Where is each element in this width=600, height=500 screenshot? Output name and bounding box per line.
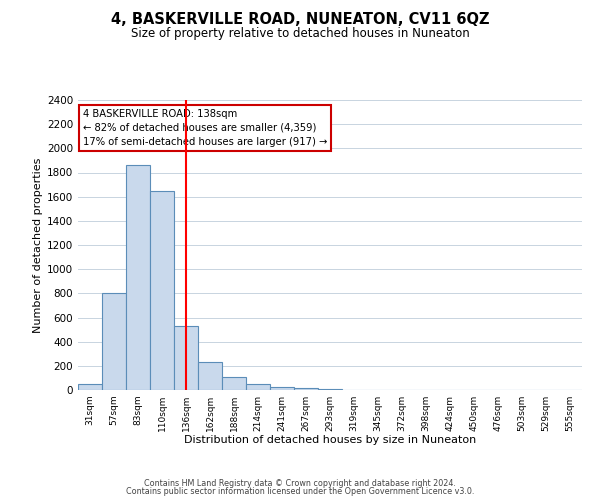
X-axis label: Distribution of detached houses by size in Nuneaton: Distribution of detached houses by size … <box>184 436 476 446</box>
Bar <box>294 388 318 390</box>
Text: Contains public sector information licensed under the Open Government Licence v3: Contains public sector information licen… <box>126 487 474 496</box>
Text: Size of property relative to detached houses in Nuneaton: Size of property relative to detached ho… <box>131 28 469 40</box>
Bar <box>222 378 246 390</box>
Bar <box>198 362 222 390</box>
Text: 4 BASKERVILLE ROAD: 138sqm
← 82% of detached houses are smaller (4,359)
17% of s: 4 BASKERVILLE ROAD: 138sqm ← 82% of deta… <box>83 108 328 146</box>
Text: Contains HM Land Registry data © Crown copyright and database right 2024.: Contains HM Land Registry data © Crown c… <box>144 478 456 488</box>
Bar <box>246 384 270 390</box>
Bar <box>126 165 150 390</box>
Bar <box>78 384 102 390</box>
Bar <box>150 190 174 390</box>
Bar <box>174 326 198 390</box>
Bar <box>270 387 294 390</box>
Y-axis label: Number of detached properties: Number of detached properties <box>33 158 43 332</box>
Text: 4, BASKERVILLE ROAD, NUNEATON, CV11 6QZ: 4, BASKERVILLE ROAD, NUNEATON, CV11 6QZ <box>111 12 489 28</box>
Bar <box>102 294 126 390</box>
